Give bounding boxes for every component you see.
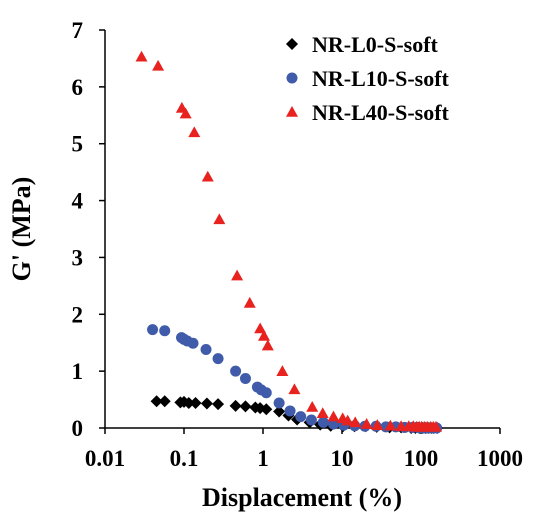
data-point xyxy=(260,403,273,416)
y-tick-label: 2 xyxy=(72,302,84,327)
data-point xyxy=(341,414,354,426)
legend: NR-L0-S-soft NR-L10-S-soft NR-L40-S-soft xyxy=(286,32,450,125)
x-axis-ticks: 0.01 0.1 1 10 100 1000 xyxy=(85,428,523,471)
legend-label: NR-L0-S-soft xyxy=(312,32,439,57)
data-point xyxy=(179,107,192,119)
legend-marker xyxy=(286,106,298,117)
data-point xyxy=(159,325,171,337)
y-tick-label: 3 xyxy=(72,245,84,270)
data-point xyxy=(135,50,148,62)
x-tick-label: 100 xyxy=(404,446,439,471)
x-tick-label: 0.1 xyxy=(170,446,199,471)
data-point xyxy=(317,416,329,428)
data-point xyxy=(349,416,362,428)
x-tick-label: 1 xyxy=(257,446,269,471)
data-point xyxy=(295,411,307,423)
x-axis-title: Displacement (%) xyxy=(202,483,402,512)
legend-label: NR-L40-S-soft xyxy=(312,100,450,125)
data-point xyxy=(284,405,296,417)
data-point xyxy=(230,365,242,377)
data-point xyxy=(305,414,317,426)
data-point xyxy=(273,405,286,418)
data-point xyxy=(213,213,226,225)
data-point xyxy=(395,420,408,432)
y-tick-label: 7 xyxy=(72,18,84,43)
data-point xyxy=(187,337,199,349)
data-point xyxy=(158,395,171,408)
y-tick-label: 1 xyxy=(72,359,84,384)
data-point xyxy=(327,410,340,422)
data-point xyxy=(430,420,443,432)
data-point xyxy=(384,419,397,431)
x-tick-label: 0.01 xyxy=(85,446,125,471)
y-tick-label: 5 xyxy=(72,132,84,157)
data-point xyxy=(254,322,267,334)
y-axis-ticks: 0 1 2 3 4 5 6 7 xyxy=(72,18,105,441)
data-point xyxy=(258,329,271,341)
data-point xyxy=(189,396,202,409)
data-point xyxy=(201,170,214,182)
y-axis-title: G' (MPa) xyxy=(7,177,36,282)
x-tick-label: 10 xyxy=(331,446,354,471)
data-point xyxy=(229,399,242,412)
data-point xyxy=(182,396,195,409)
data-point xyxy=(212,398,225,411)
data-point xyxy=(360,418,373,429)
data-point xyxy=(243,296,256,308)
y-tick-label: 6 xyxy=(72,75,84,100)
data-point xyxy=(200,344,212,356)
data-point xyxy=(273,397,285,409)
legend-marker xyxy=(286,38,298,50)
data-point xyxy=(288,383,301,395)
data-point xyxy=(231,269,244,281)
data-point xyxy=(276,365,289,376)
data-point xyxy=(371,419,384,430)
data-point xyxy=(212,353,224,365)
data-point xyxy=(260,387,272,399)
data-point xyxy=(150,395,163,408)
series-triangle xyxy=(135,50,443,432)
data-point xyxy=(200,397,213,410)
data-point xyxy=(152,59,165,71)
data-point xyxy=(261,339,274,351)
legend-marker xyxy=(286,72,298,84)
data-point xyxy=(316,407,329,419)
data-point xyxy=(306,400,319,412)
x-tick-label: 1000 xyxy=(477,446,523,471)
legend-label: NR-L10-S-soft xyxy=(312,66,450,91)
series-layer xyxy=(135,50,444,434)
data-point xyxy=(239,400,252,413)
data-point xyxy=(188,126,201,138)
y-tick-label: 0 xyxy=(72,416,84,441)
data-point xyxy=(147,324,159,336)
data-point xyxy=(239,373,251,385)
y-tick-label: 4 xyxy=(72,189,84,214)
